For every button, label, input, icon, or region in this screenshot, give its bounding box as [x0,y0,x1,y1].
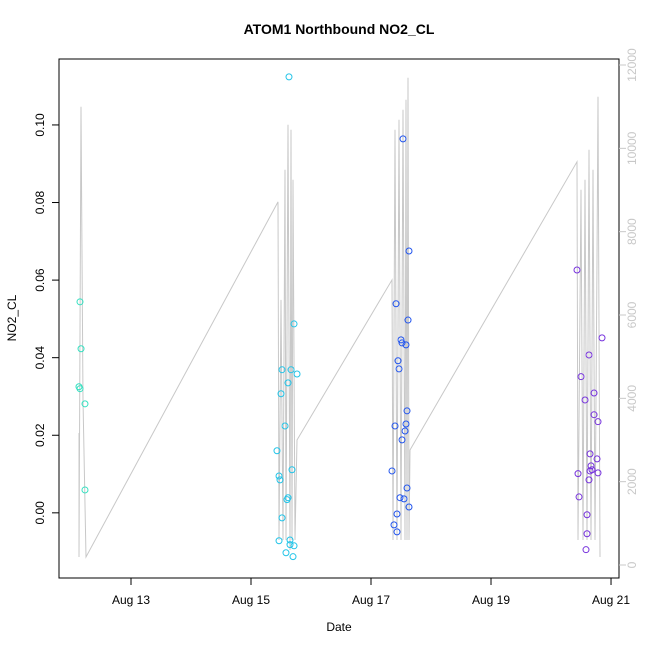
y-tick-label: 0.02 [33,423,47,447]
point [283,496,291,504]
point [81,400,89,408]
point [393,510,401,518]
y2-tick-label: 8000 [625,218,639,245]
y2-tick-label: 0 [625,561,639,568]
point [593,455,601,463]
point [275,537,283,545]
point [402,420,410,428]
point [590,389,598,397]
point [393,528,401,536]
point [401,427,409,435]
y-tick-label: 0.04 [33,346,47,370]
point [588,466,596,474]
point [290,320,298,328]
point [405,503,413,511]
point [76,385,84,393]
point [293,370,301,378]
line [78,77,601,559]
y2-tick-label: 6000 [625,301,639,328]
x-tick-label: Aug 15 [232,593,270,607]
point [286,536,294,544]
point [586,450,594,458]
point [594,418,602,426]
point [277,390,285,398]
point [286,541,294,549]
chart-title: ATOM1 Northbound NO2_CL [244,21,435,37]
point [284,379,292,387]
point [398,436,406,444]
x-tick-label: Aug 21 [592,593,630,607]
point [290,542,298,550]
point [395,365,403,373]
x-axis-label: Date [326,620,352,634]
point [81,486,89,494]
point [402,341,410,349]
point [573,266,581,274]
point [390,521,398,529]
point [391,422,399,430]
point [287,366,295,374]
point [288,466,296,474]
y-tick-label: 0.00 [33,501,47,525]
point [403,407,411,415]
point [398,339,406,347]
point [581,396,589,404]
y-tick-label: 0.08 [33,191,47,215]
point [278,514,286,522]
point [76,298,84,306]
point [583,530,591,538]
point [590,411,598,419]
point [598,334,606,342]
point [399,135,407,143]
point [404,316,412,324]
point [282,549,290,557]
point [575,493,583,501]
point [289,553,297,561]
point [273,447,281,455]
point [585,351,593,359]
x-tick-label: Aug 19 [472,593,510,607]
y-axis-label: NO2_CL [5,294,19,341]
point [574,470,582,478]
point [400,495,408,503]
point [405,247,413,255]
point [285,73,293,81]
x-tick-label: Aug 13 [112,593,150,607]
point [392,300,400,308]
x-tick-label: Aug 17 [352,593,390,607]
point [594,469,602,477]
y-tick-label: 0.10 [33,113,47,137]
point [587,462,595,470]
point [276,476,284,484]
point [577,373,585,381]
point [281,422,289,430]
point [582,546,590,554]
y2-tick-label: 4000 [625,385,639,412]
y-tick-label: 0.06 [33,268,47,292]
point [77,345,85,353]
point [278,366,286,374]
point [394,357,402,365]
y2-tick-label: 2000 [625,468,639,495]
y2-tick-label: 12000 [625,48,639,82]
point [275,472,283,480]
point [397,336,405,344]
plot-frame [58,58,620,579]
point [396,494,404,502]
point [403,484,411,492]
y2-tick-label: 10000 [625,131,639,165]
point [583,511,591,519]
point [585,476,593,484]
point [388,467,396,475]
